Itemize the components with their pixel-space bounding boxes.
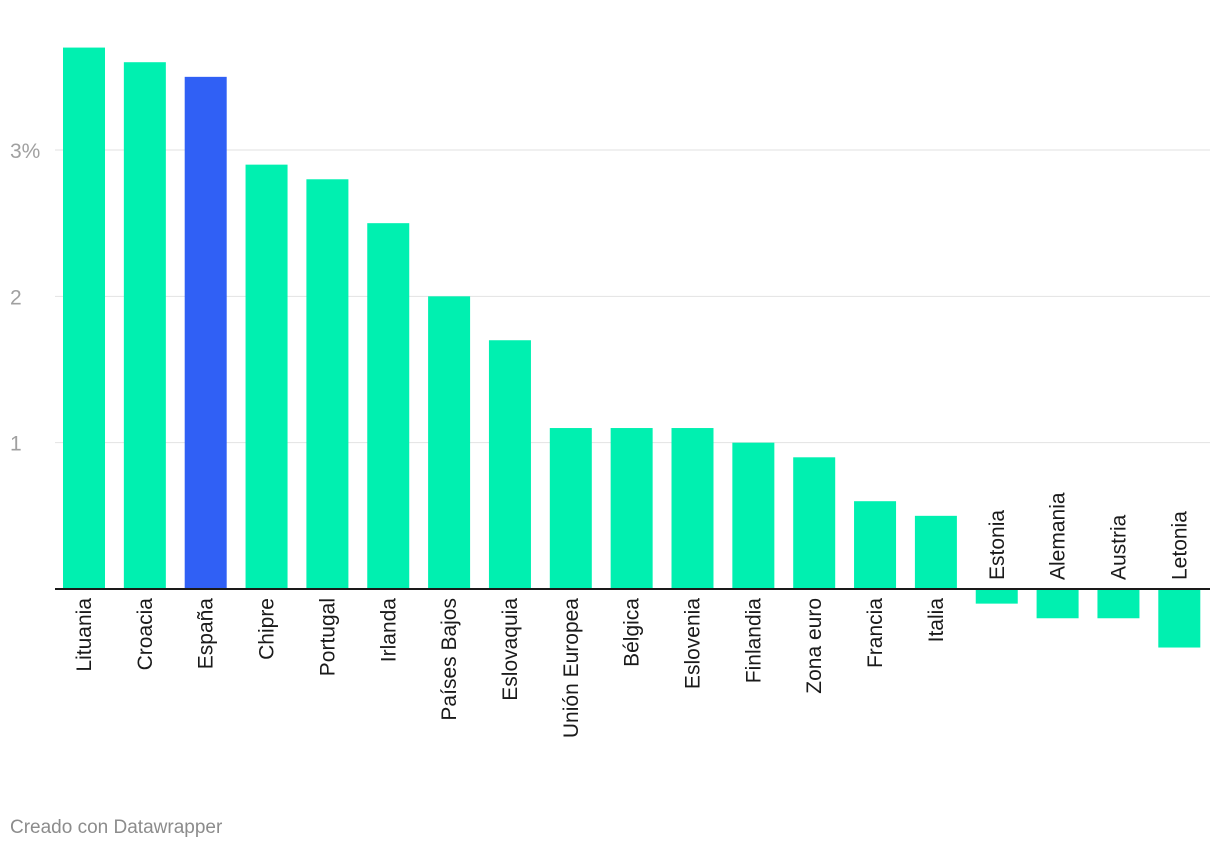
bar bbox=[549, 428, 592, 589]
category-label: Países Bajos bbox=[438, 598, 461, 721]
bar bbox=[1097, 589, 1140, 619]
bar bbox=[1158, 589, 1201, 648]
bar bbox=[367, 223, 410, 590]
bar bbox=[306, 179, 349, 589]
y-tick-label: 2 bbox=[10, 286, 22, 309]
bar bbox=[975, 589, 1018, 604]
bar bbox=[123, 62, 166, 590]
bar bbox=[63, 47, 105, 590]
bars bbox=[63, 47, 1201, 648]
category-label: Zona euro bbox=[803, 598, 826, 694]
category-label: Chipre bbox=[256, 598, 279, 660]
bar bbox=[428, 296, 471, 589]
category-label: Alemania bbox=[1047, 492, 1070, 580]
category-label: Italia bbox=[925, 598, 948, 643]
bar bbox=[184, 76, 227, 590]
category-label: España bbox=[195, 598, 218, 670]
bar bbox=[854, 501, 897, 589]
category-labels: Lituania Croacia España Chipre Portugal Irlan… bbox=[73, 492, 1191, 738]
category-label: Croacia bbox=[134, 598, 157, 671]
bar bbox=[914, 515, 957, 589]
bar bbox=[610, 428, 653, 589]
category-label: Eslovaquia bbox=[499, 598, 522, 701]
category-label: Portugal bbox=[316, 598, 339, 676]
y-tick-label: 1 bbox=[10, 433, 22, 456]
category-label: Lituania bbox=[73, 598, 96, 672]
category-label: Letonia bbox=[1168, 511, 1191, 580]
footer-credit: Creado con Datawrapper bbox=[10, 817, 223, 838]
category-label: Finlandia bbox=[742, 598, 765, 684]
category-label: Unión Europea bbox=[560, 598, 583, 738]
category-label: Eslovenia bbox=[682, 598, 705, 689]
category-label: Bélgica bbox=[621, 598, 644, 667]
bar bbox=[671, 428, 714, 589]
category-label: Francia bbox=[864, 598, 887, 668]
category-label: Estonia bbox=[986, 510, 1009, 580]
bar bbox=[793, 457, 836, 589]
category-label: Austria bbox=[1107, 514, 1130, 580]
y-tick-label: 3% bbox=[10, 140, 40, 163]
bar bbox=[732, 442, 775, 589]
category-label: Irlanda bbox=[377, 598, 400, 663]
bar bbox=[488, 340, 531, 589]
bar bbox=[1036, 589, 1079, 619]
bar bbox=[245, 164, 288, 589]
